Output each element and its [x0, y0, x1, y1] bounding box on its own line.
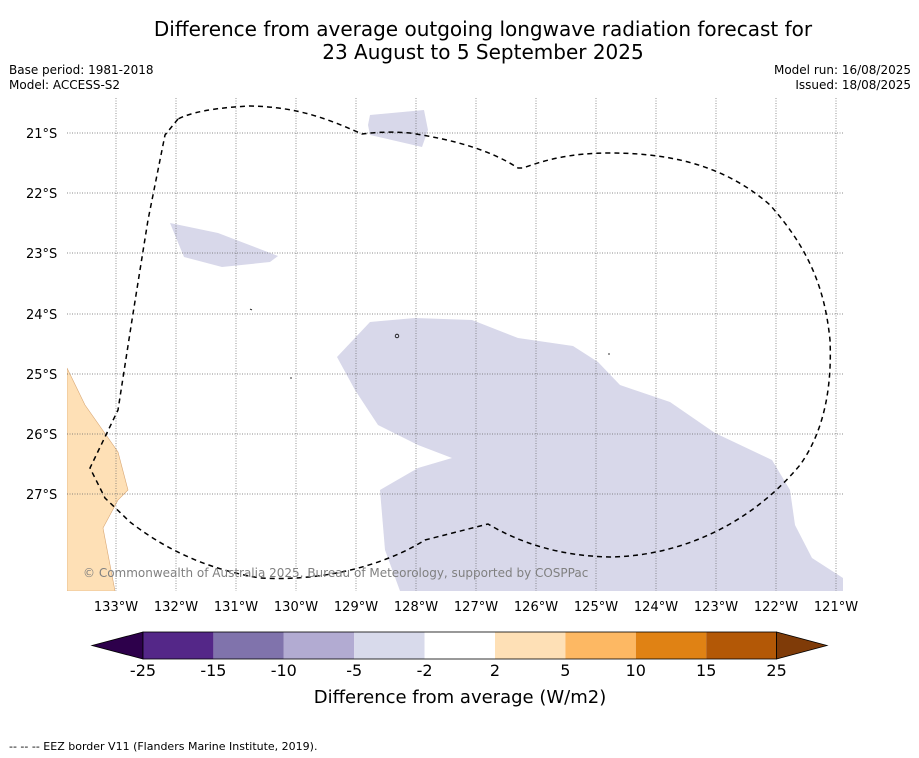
lat-label: 23°S: [26, 247, 57, 262]
colorbar: -25 -15 -10 -5 -2 2 5 10 15 25 Differenc…: [90, 631, 829, 708]
colorbar-segment: [354, 632, 425, 659]
longitude-labels: 133°W 132°W 131°W 130°W 129°W 128°W 127°…: [94, 600, 858, 615]
colorbar-tick-label: -10: [271, 661, 297, 680]
colorbar-tick-label: 2: [490, 661, 500, 680]
colorbar-segment: [495, 632, 566, 659]
lon-label: 128°W: [394, 600, 438, 615]
lon-label: 122°W: [754, 600, 798, 615]
base-period: Base period: 1981-2018: [9, 63, 154, 77]
colorbar-outline: [142, 631, 777, 660]
colorbar-segment: [635, 632, 707, 659]
anomaly-region-positive: [67, 367, 129, 591]
issued-date: Issued: 18/08/2025: [795, 78, 911, 92]
colorbar-tick-label: 10: [626, 661, 646, 680]
meta-left: Base period: 1981-2018 Model: ACCESS-S2: [9, 63, 154, 93]
lon-label: 121°W: [814, 600, 858, 615]
colorbar-segment: [424, 632, 495, 659]
colorbar-segment: [706, 632, 777, 659]
lon-label: 130°W: [274, 600, 318, 615]
lat-label: 26°S: [26, 428, 57, 443]
gridlines: [67, 98, 843, 591]
colorbar-arrow-high: [776, 631, 829, 660]
small-island-marks: [249, 308, 610, 379]
map-title: Difference from average outgoing longwav…: [0, 18, 919, 64]
title-line-1: Difference from average outgoing longwav…: [153, 17, 813, 41]
colorbar-tick-label: 25: [766, 661, 786, 680]
meta-right: Model run: 16/08/2025 Issued: 18/08/2025: [774, 63, 911, 93]
colorbar-segment: [283, 632, 355, 659]
lon-label: 131°W: [214, 600, 258, 615]
eez-legend-footnote: -- -- -- EEZ border V11 (Flanders Marine…: [9, 740, 318, 753]
model-name: Model: ACCESS-S2: [9, 78, 121, 92]
lat-label: 24°S: [26, 308, 57, 323]
lon-label: 123°W: [694, 600, 738, 615]
latitude-labels: 21°S 22°S 23°S 24°S 25°S 26°S 27°S: [26, 127, 57, 503]
copyright-notice: © Commonwealth of Australia 2025, Bureau…: [83, 566, 588, 580]
anomaly-region-north: [368, 110, 428, 147]
colorbar-tick-label: -25: [130, 661, 156, 680]
colorbar-segment: [565, 632, 636, 659]
title-line-2: 23 August to 5 September 2025: [322, 40, 644, 64]
colorbar-tick-label: 5: [560, 661, 570, 680]
eez-border: [89, 105, 832, 580]
anomaly-region-west: [170, 223, 278, 267]
colorbar-tick-label: -15: [200, 661, 226, 680]
lat-label: 22°S: [26, 187, 57, 202]
colorbar-segment: [213, 632, 284, 659]
lat-label: 21°S: [26, 127, 57, 142]
lon-label: 126°W: [514, 600, 558, 615]
lon-label: 132°W: [154, 600, 198, 615]
lat-label: 25°S: [26, 368, 57, 383]
colorbar-tick-label: 15: [696, 661, 716, 680]
colorbar-tick-label: -5: [346, 661, 362, 680]
colorbar-title: Difference from average (W/m2): [314, 687, 606, 708]
colorbar-tick-labels: -25 -15 -10 -5 -2 2 5 10 15 25: [130, 661, 787, 680]
lat-label: 27°S: [26, 488, 57, 503]
lon-label: 133°W: [94, 600, 138, 615]
lon-label: 125°W: [574, 600, 618, 615]
lon-label: 127°W: [454, 600, 498, 615]
colorbar-segment: [143, 632, 214, 659]
lon-label: 124°W: [634, 600, 678, 615]
map-area: © Commonwealth of Australia 2025, Bureau…: [67, 98, 843, 591]
colorbar-tick-label: -2: [417, 661, 433, 680]
lon-label: 129°W: [334, 600, 378, 615]
model-run: Model run: 16/08/2025: [773, 63, 911, 77]
colorbar-arrow-low: [90, 631, 144, 660]
anomaly-region-large: [337, 318, 843, 591]
